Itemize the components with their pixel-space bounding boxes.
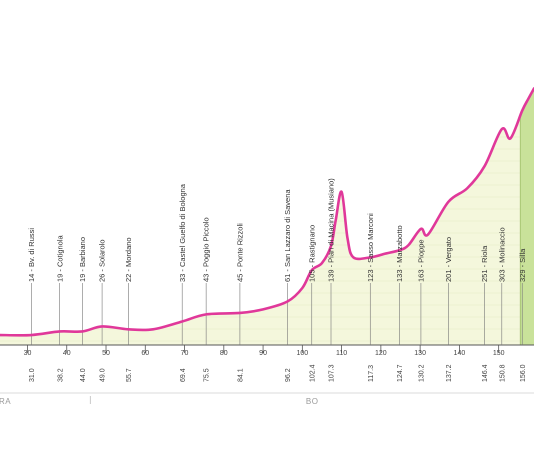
checkpoint-label: 26 - Solarolo <box>98 239 107 282</box>
checkpoint-label: 123 - Sasso Marconi <box>366 213 375 282</box>
checkpoint-label: 163 - Pioppe <box>417 239 426 282</box>
checkpoint-km-label: 38.2 <box>57 368 64 382</box>
checkpoint-km-label: 146.4 <box>482 364 489 382</box>
checkpoint-label: 19 - Barbiano <box>78 237 87 282</box>
checkpoint-km-label: 150.8 <box>499 364 506 382</box>
checkpoint-label: 14 - Bv. di Russi <box>27 228 36 282</box>
checkpoint-km-label: 75.5 <box>204 368 211 382</box>
checkpoint-km-label: 31.0 <box>29 368 36 382</box>
checkpoint-km-label: 69.4 <box>180 368 187 382</box>
checkpoint-label: 61 - San Lazzaro di Savena <box>283 189 292 282</box>
checkpoint-km-label: 55.7 <box>126 368 133 382</box>
x-axis-tick-label: 100 <box>296 350 308 357</box>
checkpoint-km-label: 137.2 <box>446 364 453 382</box>
checkpoint-label: 251 - Riola <box>480 245 489 282</box>
elevation-area <box>0 88 534 345</box>
checkpoint-label: 22 - Mordano <box>124 237 133 282</box>
elevation-profile-line <box>0 87 534 337</box>
checkpoint-label: 303 - Molinaccio <box>497 227 506 282</box>
region-label: BO <box>306 397 319 406</box>
checkpoint-label: 105 - Rastignano <box>307 225 316 282</box>
x-axis-tick-label: 150 <box>493 350 505 357</box>
region-label: RA <box>0 397 11 406</box>
checkpoint-km-label: 107.3 <box>329 364 336 382</box>
x-axis-tick-label: 90 <box>259 350 267 357</box>
checkpoint-km-label: 124.7 <box>397 364 404 382</box>
x-axis-tick-label: 120 <box>375 350 387 357</box>
checkpoint-km-label: 44.0 <box>80 368 87 382</box>
checkpoint-label: 43 - Poggio Piccolo <box>202 217 211 282</box>
x-axis-tick-label: 80 <box>220 350 228 357</box>
x-axis-tick-label: 40 <box>63 350 71 357</box>
final-climb-area <box>520 88 534 345</box>
checkpoint-km-label: 84.1 <box>238 368 245 382</box>
checkpoint-km-label: 49.0 <box>100 368 107 382</box>
checkpoint-km-label: 102.4 <box>309 364 316 382</box>
x-axis-tick-label: 130 <box>414 350 426 357</box>
x-axis-tick-label: 140 <box>454 350 466 357</box>
checkpoint-km-label: 130.2 <box>419 364 426 382</box>
checkpoint-label: 139 - Pian di Macina (Musiano) <box>327 178 336 282</box>
checkpoint-label: 45 - Ponte Rizzoli <box>236 223 245 282</box>
x-axis-tick-label: 50 <box>102 350 110 357</box>
x-axis-tick-label: 30 <box>24 350 32 357</box>
x-axis-tick-label: 70 <box>181 350 189 357</box>
checkpoint-km-label: 156.0 <box>520 364 527 382</box>
x-axis-tick-label: 110 <box>336 350 347 357</box>
checkpoint-label: 133 - Marzabotto <box>395 225 404 282</box>
checkpoint-label: 19 - Cotignola <box>55 234 64 282</box>
checkpoint-km-label: 117.3 <box>368 365 375 382</box>
checkpoint-label: 33 - Castel Guelfo di Bologna <box>178 183 187 282</box>
checkpoint-label: 201 - Vergato <box>444 237 453 282</box>
checkpoint-km-label: 96.2 <box>285 368 292 382</box>
x-axis-tick-label: 60 <box>141 350 149 357</box>
checkpoint-label: 329 - Silla <box>518 248 527 282</box>
